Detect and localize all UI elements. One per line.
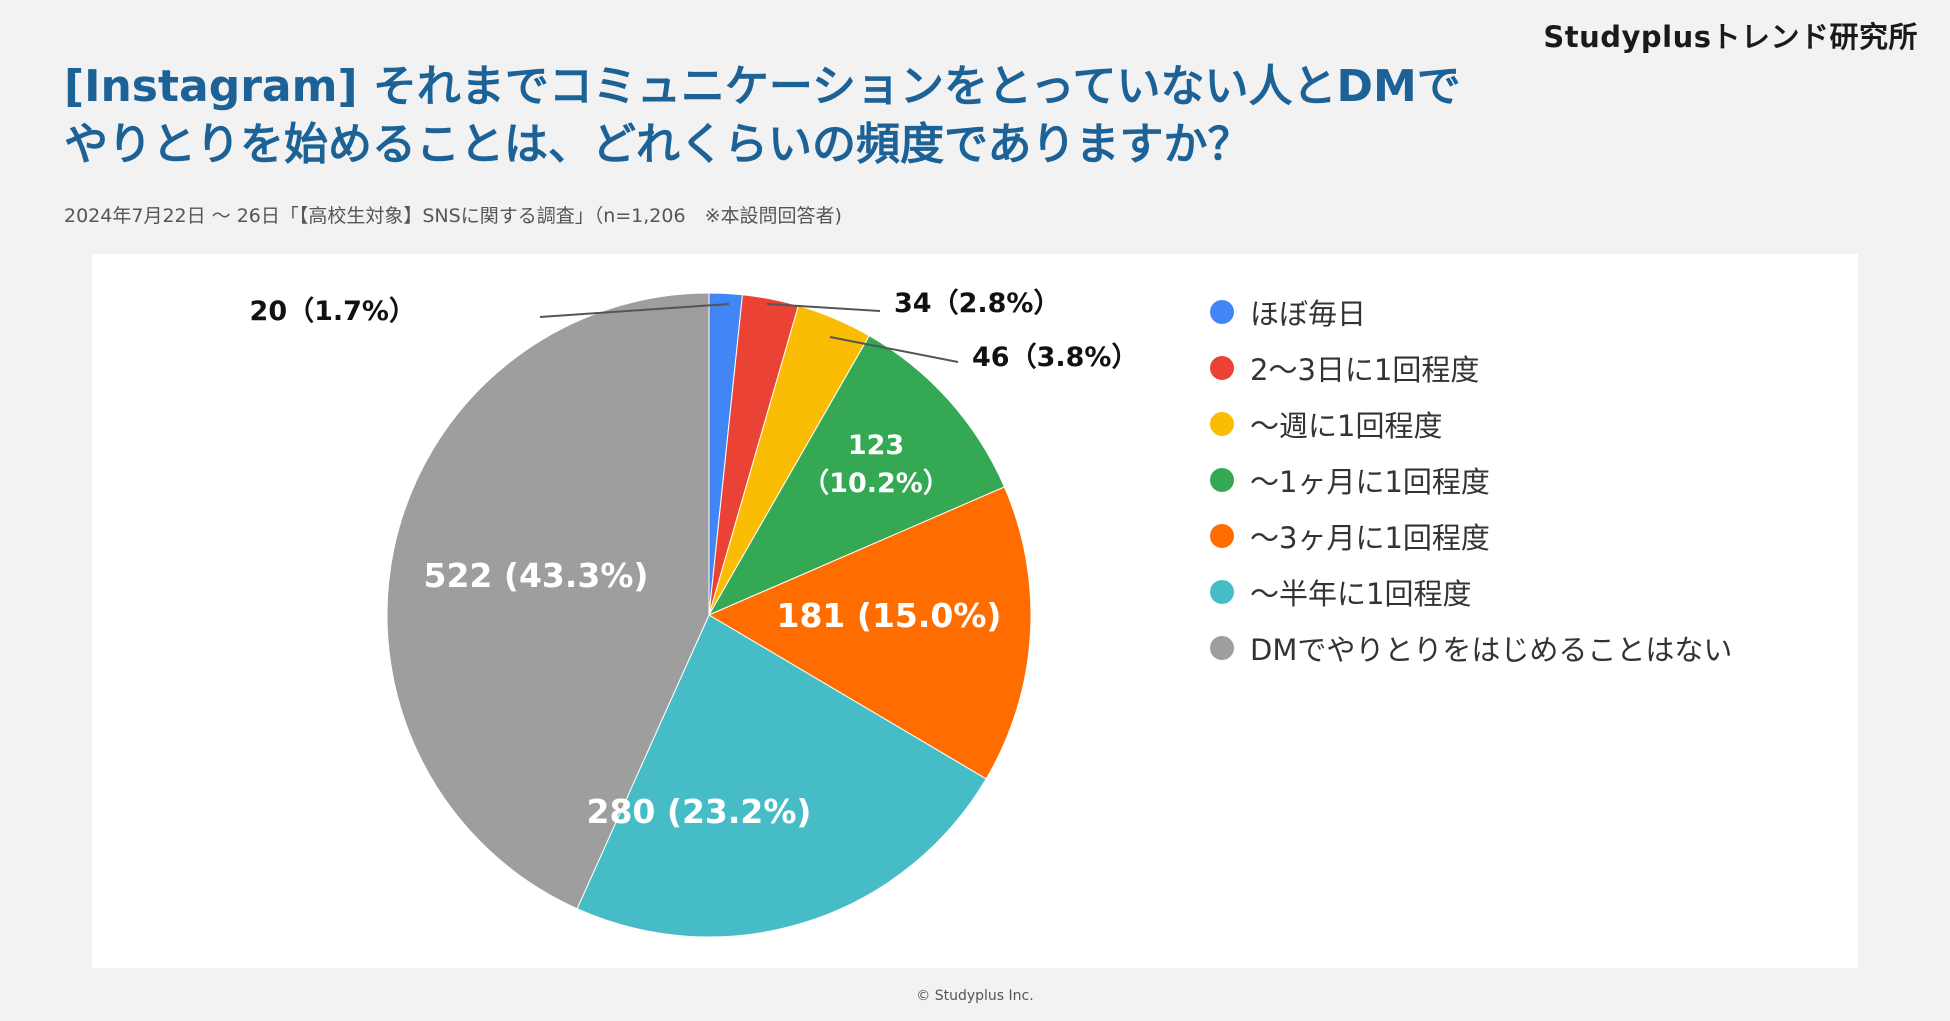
legend-label: ほぼ毎日: [1250, 297, 1367, 331]
data-label: 46（3.8%）: [972, 342, 1138, 373]
pie-slice: [386, 292, 710, 910]
data-label: （10.2%）: [802, 468, 950, 499]
legend-item: ほぼ毎日: [1210, 284, 1732, 340]
legend-item: DMでやりとりをはじめることはない: [1210, 620, 1732, 676]
legend-swatch: [1210, 468, 1234, 492]
legend-item: 〜週に1回程度: [1210, 396, 1732, 452]
legend-swatch: [1210, 356, 1234, 380]
chart-legend: ほぼ毎日 2〜3日に1回程度 〜週に1回程度〜1ヶ月に1回程度 〜3ヶ月に1回程度 〜半…: [1210, 284, 1732, 676]
pie-slice: [707, 335, 1006, 617]
survey-subtitle: 2024年7月22日 〜 26日「【高校生対象】SNSに関する調査」（n=1,2…: [64, 205, 842, 227]
chart-panel: 20（1.7%） 34（2.8%） 46（3.8%） 123 （10.2%） 181 (1…: [92, 254, 1858, 968]
legend-item: 〜3ヶ月に1回程度: [1210, 508, 1732, 564]
legend-label: DMでやりとりをはじめることはない: [1250, 633, 1733, 667]
legend-label: 〜半年に1回程度: [1250, 577, 1472, 611]
brand-logo: Studyplusトレンド研究所: [1543, 20, 1918, 54]
legend-swatch: [1210, 580, 1234, 604]
chart-title-line-1: [Instagram] それまでコミュニケーションをとっていない人とDMで: [64, 61, 1461, 112]
legend-item: 2〜3日に1回程度: [1210, 340, 1732, 396]
legend-swatch: [1210, 300, 1234, 324]
data-label: 34（2.8%）: [894, 288, 1060, 319]
pie-slice: [576, 614, 987, 938]
data-label: 20（1.7%）: [250, 296, 416, 327]
legend-item: 〜半年に1回程度: [1210, 564, 1732, 620]
chart-title: [Instagram] それまでコミュニケーションをとっていない人とDMで やり…: [64, 58, 1461, 174]
legend-label: 2〜3日に1回程度: [1250, 353, 1480, 387]
legend-swatch: [1210, 412, 1234, 436]
data-label: 181 (15.0%): [776, 596, 1001, 635]
data-label: 280 (23.2%): [586, 792, 811, 831]
pie-slice: [707, 486, 1032, 780]
legend-swatch: [1210, 524, 1234, 548]
legend-label: 〜週に1回程度: [1250, 409, 1443, 443]
legend-label: 〜1ヶ月に1回程度: [1250, 465, 1490, 499]
legend-swatch: [1210, 636, 1234, 660]
pie-chart: 20（1.7%） 34（2.8%） 46（3.8%） 123 （10.2%） 181 (1…: [250, 288, 1138, 938]
data-label: 522 (43.3%): [423, 556, 648, 595]
leader-line: [766, 303, 881, 312]
leader-line: [539, 303, 730, 318]
data-label: 123: [848, 430, 904, 461]
leader-line: [829, 336, 959, 363]
chart-title-line-2: やりとりを始めることは、どれくらいの頻度でありますか？: [64, 119, 1252, 170]
legend-item: 〜1ヶ月に1回程度: [1210, 452, 1732, 508]
copyright-footer: © Studyplus Inc.: [916, 988, 1034, 1004]
legend-label: 〜3ヶ月に1回程度: [1250, 521, 1490, 555]
